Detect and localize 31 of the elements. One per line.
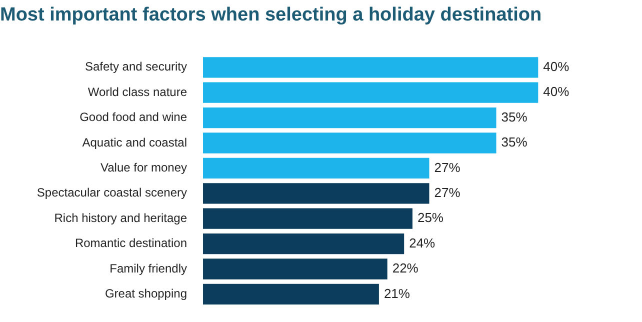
chart-title: Most important factors when selecting a holiday destination	[0, 4, 542, 26]
y-tick-label: Value for money	[100, 160, 187, 175]
data-label: 27%	[434, 184, 461, 200]
y-tick-label: Family friendly	[110, 261, 187, 276]
bar	[203, 107, 496, 128]
bar	[203, 284, 379, 305]
data-label: 24%	[409, 235, 436, 250]
bar	[203, 208, 412, 229]
bar	[203, 57, 538, 78]
data-label: 40%	[543, 84, 570, 100]
bar	[203, 233, 404, 254]
y-tick-label: Spectacular coastal scenery	[36, 186, 187, 200]
data-label: 25%	[417, 210, 444, 226]
data-label: 21%	[384, 286, 410, 301]
data-label: 35%	[501, 109, 528, 124]
data-label: 40%	[543, 58, 570, 74]
data-label: 27%	[434, 160, 461, 175]
data-label: 35%	[501, 134, 528, 150]
y-tick-label: Rich history and heritage	[54, 210, 188, 225]
data-label: 22%	[392, 260, 419, 276]
bar	[203, 132, 496, 154]
y-tick-label: Aquatic and coastal	[82, 135, 187, 150]
bar	[203, 258, 388, 280]
y-tick-label: Romantic destination	[74, 236, 187, 250]
bar	[203, 82, 538, 103]
y-tick-label: Great shopping	[104, 286, 187, 301]
bar	[203, 158, 430, 179]
y-tick-label: World class nature	[88, 84, 188, 99]
y-tick-label: Good food and wine	[80, 110, 188, 124]
bar	[203, 183, 430, 204]
y-tick-label: Safety and security	[84, 60, 187, 74]
